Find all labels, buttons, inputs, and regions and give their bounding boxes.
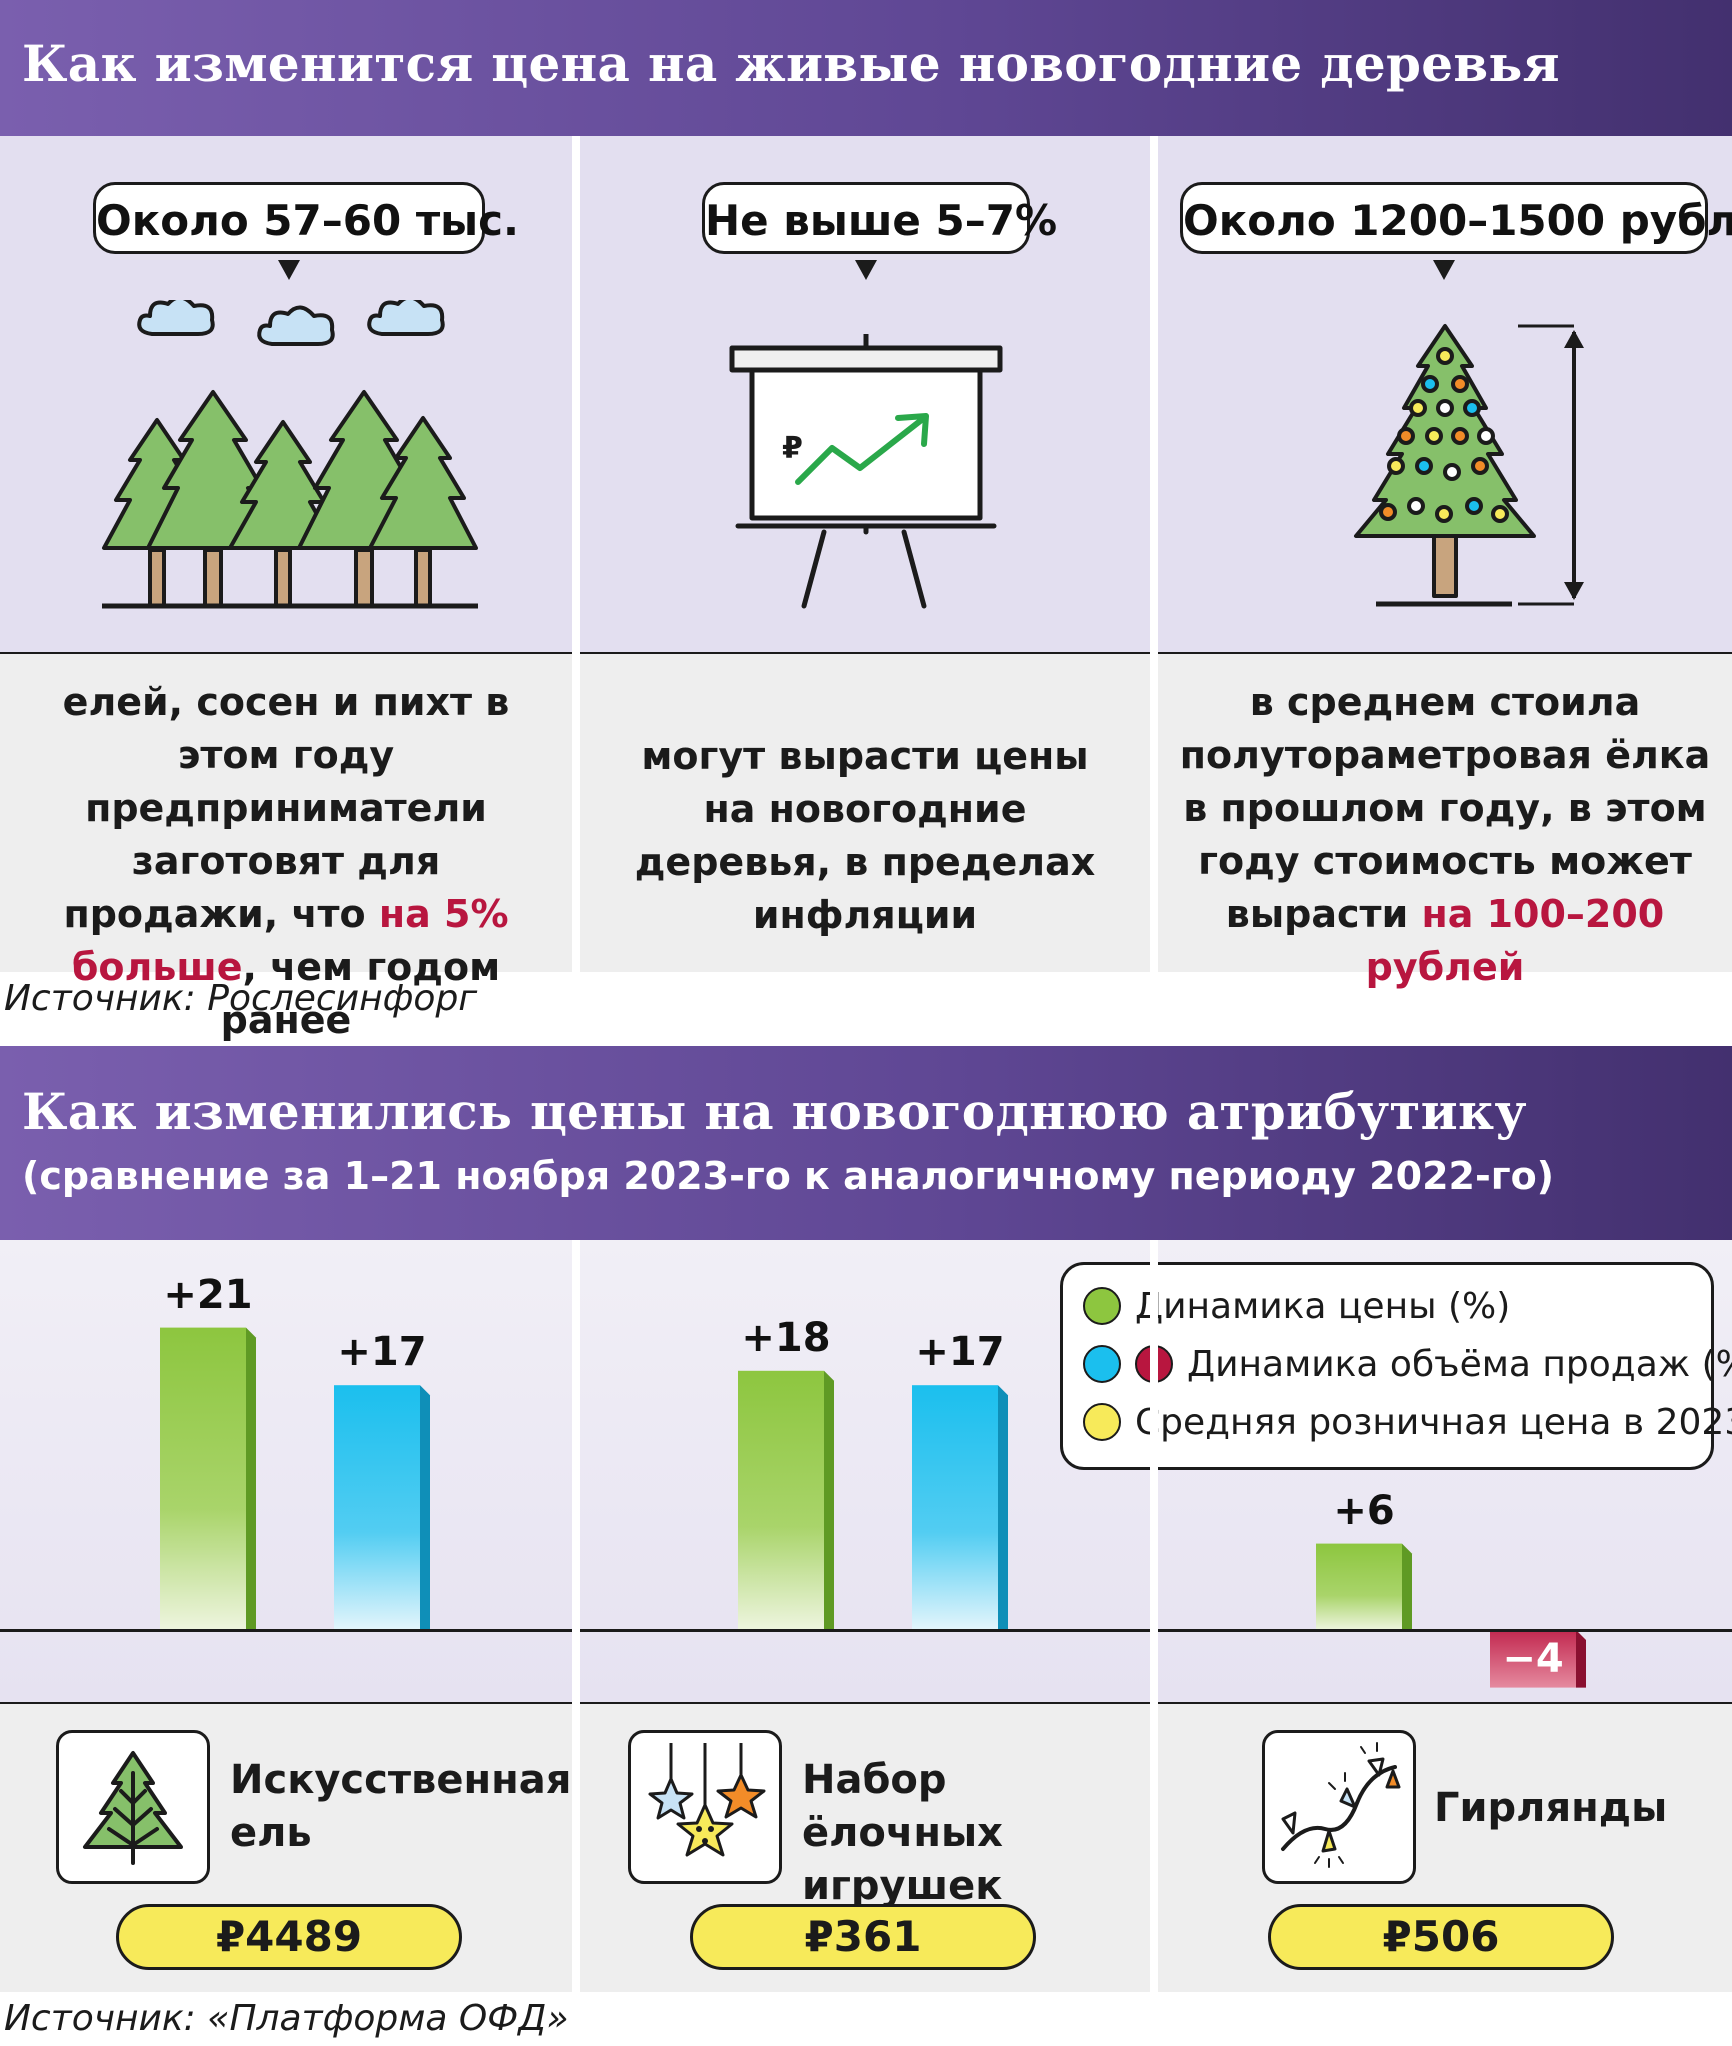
chart-baseline xyxy=(0,1629,1732,1632)
category-name-ornaments: Набор ёлочных игрушек xyxy=(802,1757,1003,1909)
section1-banner: Как изменится цена на живые новогодние д… xyxy=(0,0,1732,136)
source-section1: Источник: Рослесинфорг xyxy=(4,978,478,1019)
garland-lights-icon xyxy=(1281,1742,1401,1868)
ornaments-icon-box xyxy=(628,1730,782,1884)
bar-value-label: −4 xyxy=(1502,1636,1564,1682)
column-separator xyxy=(572,1240,580,1992)
christmas-ornaments-icon xyxy=(648,1743,766,1857)
bar-side-0-2 xyxy=(1402,1543,1412,1630)
svg-text:₽: ₽ xyxy=(782,431,803,466)
panel-chart-text-bg xyxy=(580,654,1150,972)
price-badge-ornaments: ₽361 xyxy=(690,1904,1036,1970)
category-name-artificial-tree: Искусственная ель xyxy=(230,1757,572,1856)
legend: Динамика цены (%) Динамика объёма продаж… xyxy=(1060,1262,1732,1470)
bar-side-0-1 xyxy=(824,1370,834,1630)
caption-accent: на 100–200 рублей xyxy=(1365,892,1665,989)
section1-title: Как изменится цена на живые новогодние д… xyxy=(22,34,1560,93)
chart-panel-2 xyxy=(580,1240,1150,1704)
column-separator xyxy=(1150,1240,1158,1992)
bar-volume-1 xyxy=(912,1385,998,1630)
bar-value-label: +18 xyxy=(741,1314,831,1361)
bar-side-1-2 xyxy=(1576,1630,1586,1688)
section2-title: Как изменились цены на новогоднюю атрибу… xyxy=(22,1082,1527,1141)
bar-chart xyxy=(160,1327,1586,1688)
panel-tree-text-bg xyxy=(1158,654,1732,972)
bubble-tree-price: Около 1200–1500 рублей xyxy=(1180,182,1732,254)
chart-panel-1 xyxy=(0,1240,572,1704)
bar-volume-0 xyxy=(334,1385,420,1630)
bubble-price-growth: Не выше 5–7% xyxy=(702,182,1057,254)
section2-subtitle: (сравнение за 1–21 ноября 2023-го к анал… xyxy=(22,1154,1555,1198)
legend-avg-price: Средняя розничная цена в 2023-м xyxy=(1083,1397,1732,1447)
bar-side-1-1 xyxy=(998,1385,1008,1630)
chart-bottom-line xyxy=(0,1702,1732,1704)
blue-dot-icon xyxy=(1083,1345,1121,1383)
forest-icon xyxy=(102,300,478,609)
decorated-tree-icon xyxy=(1354,324,1584,607)
bubble-tail xyxy=(1433,260,1455,280)
yellow-dot-icon xyxy=(1083,1403,1121,1441)
caption-tree-price: в среднем стоила полутораметровая ёлка в… xyxy=(1179,680,1711,989)
green-dot-icon xyxy=(1083,1287,1121,1325)
column-separator xyxy=(572,136,580,972)
bar-value-label: +17 xyxy=(915,1329,1005,1376)
bubble-tail xyxy=(278,260,300,280)
price-badge-garlands: ₽506 xyxy=(1268,1904,1614,1970)
section2-banner: Как изменились цены на новогоднюю атрибу… xyxy=(0,1046,1732,1240)
garland-icon-box xyxy=(1262,1730,1416,1884)
artificial-tree-icon-box xyxy=(56,1730,210,1884)
caption-trees: елей, сосен и пихт в этом году предприни… xyxy=(62,680,510,1042)
bubble-trees-count: Около 57–60 тыс. xyxy=(93,182,519,254)
legend-sales-volume: Динамика объёма продаж (%) xyxy=(1083,1339,1732,1389)
column-separator xyxy=(1150,136,1158,972)
divider-line xyxy=(0,652,1732,654)
bar-price-2 xyxy=(1316,1543,1402,1630)
price-badge-artificial-tree: ₽4489 xyxy=(116,1904,462,1970)
bar-volume-2 xyxy=(1490,1630,1576,1688)
bar-side-1-0 xyxy=(420,1385,430,1630)
artificial-tree-icon xyxy=(83,1751,183,1865)
bar-value-label: +21 xyxy=(163,1271,253,1318)
bubble-tail xyxy=(855,260,877,280)
bar-value-label: +17 xyxy=(337,1329,427,1376)
caption-price-growth: могут вырасти цены на новогодние деревья… xyxy=(634,734,1096,937)
bar-price-1 xyxy=(738,1370,824,1630)
bar-value-label: +6 xyxy=(1333,1487,1395,1534)
panel-trees-text-bg xyxy=(0,654,572,972)
category-name-garlands: Гирлянды xyxy=(1434,1785,1668,1831)
presentation-chart-icon: ₽ xyxy=(729,334,1003,609)
source-section2: Источник: «Платформа ОФД» xyxy=(4,1998,569,2039)
bar-side-0-0 xyxy=(246,1327,256,1630)
bar-price-0 xyxy=(160,1327,246,1630)
legend-price-dynamics: Динамика цены (%) xyxy=(1083,1281,1510,1331)
caption-accent: на 5% больше xyxy=(71,892,509,989)
